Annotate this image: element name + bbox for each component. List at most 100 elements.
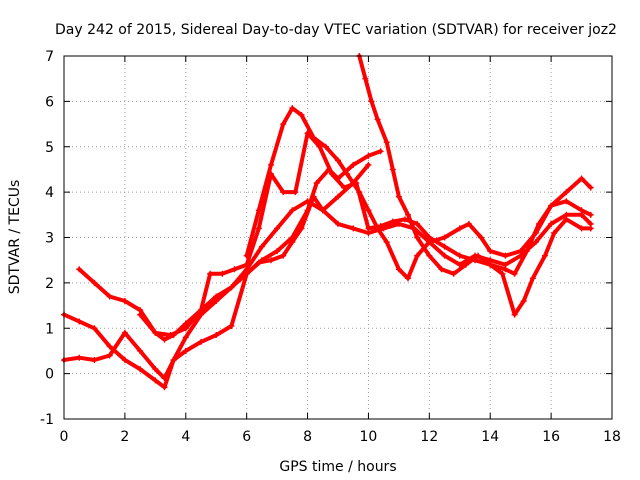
data-point-marker <box>137 366 144 373</box>
data-point-marker <box>213 332 220 339</box>
data-point-marker <box>405 275 412 282</box>
data-point-marker <box>487 261 494 268</box>
data-point-marker <box>289 207 296 214</box>
x-tick-label: 8 <box>303 429 312 445</box>
data-point-marker <box>475 252 482 259</box>
data-point-marker <box>161 336 168 343</box>
data-point-marker <box>511 311 518 318</box>
data-point-marker <box>478 234 485 241</box>
data-point-marker <box>405 211 412 218</box>
data-point-marker <box>335 220 341 227</box>
data-point-marker <box>551 229 558 236</box>
data-point-marker <box>344 170 351 177</box>
data-point-marker <box>319 207 326 214</box>
data-point-marker <box>137 311 144 318</box>
data-point-marker <box>106 293 113 300</box>
x-tick-label: 12 <box>420 429 438 445</box>
x-tick-label: 10 <box>360 429 378 445</box>
data-point-marker <box>563 198 570 205</box>
data-point-marker <box>207 270 214 277</box>
data-point-marker <box>106 352 113 359</box>
data-point-marker <box>362 75 369 82</box>
data-point-marker <box>578 175 585 182</box>
data-point-marker <box>170 357 177 364</box>
y-tick-label: 3 <box>45 231 54 247</box>
data-point-marker <box>198 307 204 314</box>
series-line <box>62 149 383 381</box>
x-tick-label: 14 <box>481 429 499 445</box>
y-tick-label: 5 <box>45 140 54 156</box>
x-tick-label: 16 <box>542 429 560 445</box>
series-track-e <box>243 105 594 282</box>
data-point-marker <box>377 148 384 155</box>
data-point-marker <box>298 225 305 232</box>
data-point-marker <box>456 261 463 268</box>
data-point-marker <box>383 139 390 146</box>
data-point-marker <box>243 252 250 259</box>
data-point-marker <box>228 284 235 291</box>
data-point-marker <box>511 270 518 277</box>
data-point-marker <box>374 225 381 232</box>
data-point-marker <box>328 170 335 177</box>
data-point-marker <box>280 252 287 259</box>
data-point-marker <box>76 266 83 273</box>
data-point-marker <box>365 225 372 232</box>
data-point-marker <box>365 152 372 159</box>
data-point-marker <box>350 225 357 232</box>
data-point-marker <box>313 180 320 187</box>
data-point-marker <box>542 252 549 259</box>
data-point-marker <box>462 261 469 268</box>
data-point-marker <box>121 298 128 305</box>
series-track-d <box>137 130 594 339</box>
data-point-marker <box>587 225 594 232</box>
y-axis-label: SDTVAR / TECUs <box>7 180 23 295</box>
data-point-marker <box>182 334 189 341</box>
data-point-marker <box>274 225 281 232</box>
data-point-marker <box>198 338 204 345</box>
data-point-marker <box>137 347 144 354</box>
data-point-marker <box>426 252 433 259</box>
data-point-marker <box>578 207 585 214</box>
data-point-marker <box>374 116 381 123</box>
data-point-marker <box>274 248 281 255</box>
x-tick-label: 6 <box>242 429 251 445</box>
data-point-marker <box>255 225 262 232</box>
data-point-marker <box>76 354 83 361</box>
data-point-marker <box>414 252 421 259</box>
data-point-marker <box>383 239 390 246</box>
data-point-marker <box>523 248 530 255</box>
data-point-marker <box>182 347 189 354</box>
data-point-marker <box>335 157 341 164</box>
x-axis-label: GPS time / hours <box>279 459 396 475</box>
data-point-marker <box>502 266 509 273</box>
data-point-marker <box>502 252 509 259</box>
data-point-marker <box>368 98 375 105</box>
series-track-f <box>356 53 594 318</box>
data-point-marker <box>587 184 594 191</box>
data-point-marker <box>395 193 402 200</box>
y-tick-label: 0 <box>45 367 54 383</box>
data-point-marker <box>456 252 463 259</box>
data-point-marker <box>365 207 372 214</box>
data-point-marker <box>213 293 220 300</box>
data-point-marker <box>335 193 341 200</box>
data-point-marker <box>280 121 287 128</box>
x-tick-label: 4 <box>181 429 190 445</box>
data-point-marker <box>106 343 113 350</box>
data-point-marker <box>365 161 372 168</box>
data-point-marker <box>91 325 98 332</box>
data-point-marker <box>152 377 159 384</box>
y-tick-label: 2 <box>45 276 54 292</box>
data-point-marker <box>532 239 539 246</box>
data-point-marker <box>152 366 159 373</box>
data-point-marker <box>414 234 421 241</box>
series-line <box>77 194 593 342</box>
data-point-marker <box>289 105 296 112</box>
grid-layer <box>64 56 612 419</box>
data-point-marker <box>231 266 238 273</box>
data-point-marker <box>289 239 296 246</box>
y-tick-label: -1 <box>40 412 54 428</box>
data-point-marker <box>243 261 250 268</box>
data-point-marker <box>322 143 329 150</box>
